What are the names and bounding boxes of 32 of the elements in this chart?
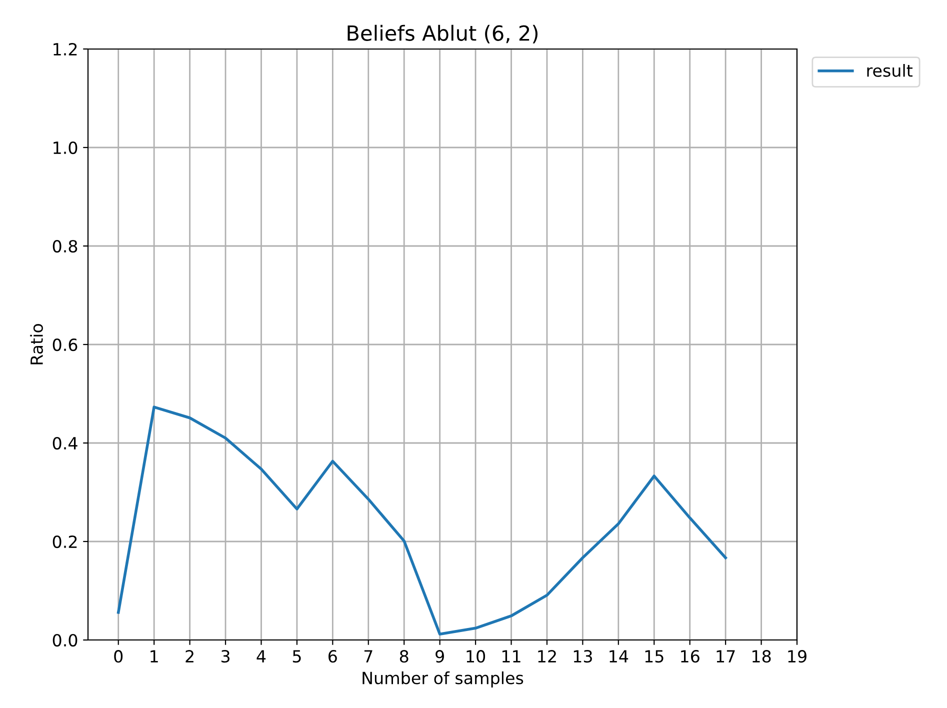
y-tick-label: 0.6 bbox=[52, 338, 78, 352]
x-tick-label: 8 bbox=[400, 650, 408, 663]
y-axis-title: Ratio bbox=[30, 324, 43, 364]
x-tick-label: 7 bbox=[364, 650, 372, 662]
y-tick-label: 0.4 bbox=[52, 436, 78, 450]
x-tick-label: 5 bbox=[292, 650, 301, 663]
y-tick-label: 0.8 bbox=[52, 240, 78, 253]
x-tick-label: 3 bbox=[221, 650, 230, 663]
x-tick-label: 16 bbox=[681, 650, 700, 663]
y-tick-label: 1.2 bbox=[54, 42, 77, 56]
x-tick-label: 2 bbox=[186, 650, 194, 662]
x-tick-label: 9 bbox=[436, 650, 444, 663]
y-tick-label: 1.0 bbox=[54, 141, 78, 154]
x-tick-label: 6 bbox=[328, 650, 337, 663]
legend-label: result bbox=[867, 64, 912, 77]
x-tick-label: 0 bbox=[114, 650, 123, 663]
x-tick-label: 13 bbox=[574, 650, 592, 663]
line-series bbox=[116, 406, 727, 636]
x-tick-label: 14 bbox=[610, 650, 628, 662]
y-tick-label: 0.2 bbox=[52, 535, 77, 548]
x-tick-label: 11 bbox=[502, 650, 520, 662]
chart-title: Beliefs Ablut (6, 2) bbox=[348, 24, 538, 44]
x-tick-label: 4 bbox=[256, 650, 266, 662]
y-tick-label: 0.0 bbox=[52, 634, 78, 647]
x-tick-label: 19 bbox=[788, 650, 806, 663]
x-tick-label: 18 bbox=[752, 650, 771, 663]
x-tick-label: 1 bbox=[150, 650, 158, 662]
x-tick-label: 10 bbox=[466, 650, 486, 663]
x-tick-label: 12 bbox=[538, 650, 556, 662]
x-axis-title: Number of samples bbox=[362, 671, 524, 688]
x-tick-label: 17 bbox=[716, 650, 735, 662]
x-tick-label: 15 bbox=[645, 650, 664, 663]
